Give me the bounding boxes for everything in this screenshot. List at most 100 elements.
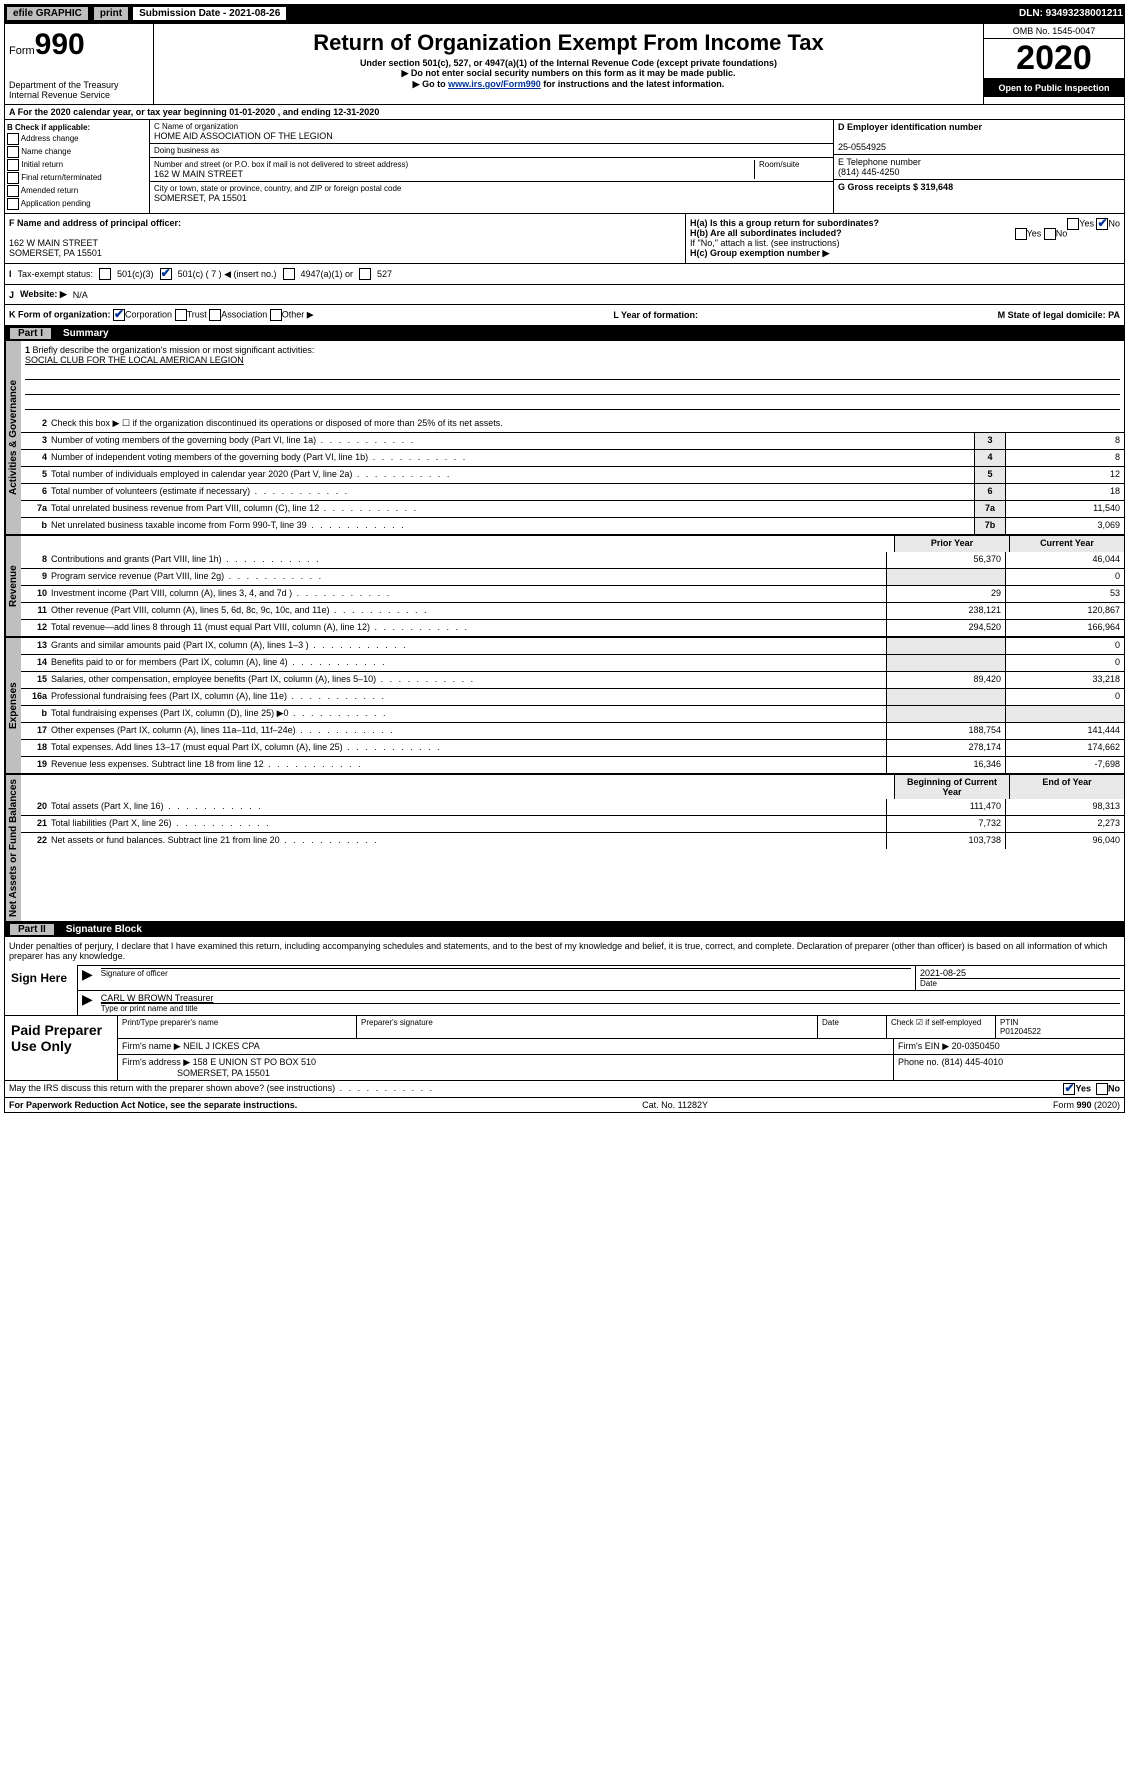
end-year-header: End of Year <box>1009 775 1124 799</box>
line-num: 19 <box>21 757 49 773</box>
exp-body: 13 Grants and similar amounts paid (Part… <box>21 638 1124 773</box>
dln: DLN: 93493238001211 <box>1019 8 1123 19</box>
checkbox-icon[interactable] <box>359 268 371 280</box>
checkbox-icon[interactable] <box>7 146 19 158</box>
line-desc: Net assets or fund balances. Subtract li… <box>49 833 886 849</box>
checkbox-icon[interactable] <box>1063 1083 1075 1095</box>
checkbox-icon[interactable] <box>7 172 19 184</box>
checkbox-icon[interactable] <box>99 268 111 280</box>
city-state-zip: SOMERSET, PA 15501 <box>154 193 829 203</box>
prior-val: 16,346 <box>886 757 1005 773</box>
form-header-left: Form990 Department of the Treasury Inter… <box>5 24 154 104</box>
gov-body: 1 Briefly describe the organization's mi… <box>21 341 1124 534</box>
line-desc: Revenue less expenses. Subtract line 18 … <box>49 757 886 773</box>
part1-label: Part I <box>10 328 51 339</box>
current-val: 141,444 <box>1005 723 1124 739</box>
irs-link[interactable]: www.irs.gov/Form990 <box>448 79 541 89</box>
officer-addr1: 162 W MAIN STREET <box>9 238 98 248</box>
line-desc: Program service revenue (Part VIII, line… <box>49 569 886 585</box>
prior-val: 29 <box>886 586 1005 602</box>
checkbox-icon[interactable] <box>7 185 19 197</box>
opt-assoc: Association <box>221 309 267 319</box>
current-val: 96,040 <box>1005 833 1124 849</box>
mission-block: 1 Briefly describe the organization's mi… <box>21 341 1124 416</box>
col-header-row: Prior Year Current Year <box>21 536 1124 552</box>
dba-row: Doing business as <box>150 144 833 158</box>
checkbox-icon[interactable] <box>1096 218 1108 230</box>
firm-ein: Firm's EIN ▶ 20-0350450 <box>894 1039 1124 1054</box>
checkbox-icon[interactable] <box>1067 218 1079 230</box>
checkbox-icon[interactable] <box>175 309 187 321</box>
line-num: 4 <box>21 450 49 466</box>
underline <box>25 382 1120 395</box>
checkbox-icon[interactable] <box>209 309 221 321</box>
checkbox-icon[interactable] <box>7 133 19 145</box>
ein-cell: D Employer identification number 25-0554… <box>834 120 1124 155</box>
checkbox-icon[interactable] <box>1044 228 1056 240</box>
l-section: L Year of formation: <box>613 310 698 320</box>
korg-row: K Form of organization: Corporation Trus… <box>4 305 1125 326</box>
current-val: 0 <box>1005 689 1124 705</box>
opt-527: 527 <box>377 269 392 279</box>
checkbox-icon[interactable] <box>7 198 19 210</box>
current-val: 33,218 <box>1005 672 1124 688</box>
sig-line-2: ▶ CARL W BROWN Treasurer Type or print n… <box>78 990 1124 1015</box>
checkbox-icon[interactable] <box>1096 1083 1108 1095</box>
prior-val: 294,520 <box>886 620 1005 636</box>
checkbox-icon[interactable] <box>283 268 295 280</box>
line-num: 12 <box>21 620 49 636</box>
hc-row: H(c) Group exemption number ▶ <box>690 248 1120 259</box>
dba-lbl: Doing business as <box>154 146 829 155</box>
blank <box>49 536 894 552</box>
footer-row: For Paperwork Reduction Act Notice, see … <box>4 1098 1125 1113</box>
website-value: N/A <box>73 290 88 300</box>
org-name: HOME AID ASSOCIATION OF THE LEGION <box>154 131 829 141</box>
checkbox-icon[interactable] <box>1015 228 1027 240</box>
prep-name-lbl: Print/Type preparer's name <box>118 1016 357 1038</box>
prior-val: 238,121 <box>886 603 1005 619</box>
line-box: 5 <box>974 467 1005 483</box>
side-na: Net Assets or Fund Balances <box>5 775 21 921</box>
prior-val <box>886 638 1005 654</box>
na-body: Beginning of Current Year End of Year 20… <box>21 775 1124 921</box>
efile-btn[interactable]: efile GRAPHIC <box>6 6 89 21</box>
submission-date: Submission Date - 2021-08-26 <box>133 7 286 20</box>
discuss-q: May the IRS discuss this return with the… <box>9 1083 434 1095</box>
checkbox-icon[interactable] <box>113 309 125 321</box>
mission-text: SOCIAL CLUB FOR THE LOCAL AMERICAN LEGIO… <box>25 355 244 365</box>
line-desc: Salaries, other compensation, employee b… <box>49 672 886 688</box>
prep-date-lbl: Date <box>818 1016 887 1038</box>
table-row: b Total fundraising expenses (Part IX, c… <box>21 705 1124 722</box>
preparer-label: Paid Preparer Use Only <box>5 1016 118 1080</box>
line-desc: Total assets (Part X, line 16) <box>49 799 886 815</box>
mission-num: 1 <box>25 345 30 355</box>
line-num: 15 <box>21 672 49 688</box>
tax-year: 2020 <box>984 39 1124 79</box>
discuss-ans: Yes No <box>1063 1083 1120 1095</box>
checkbox-icon[interactable] <box>7 159 19 171</box>
print-btn[interactable]: print <box>93 6 129 21</box>
cat-no: Cat. No. 11282Y <box>642 1100 708 1110</box>
table-row: 7a Total unrelated business revenue from… <box>21 500 1124 517</box>
sub3: ▶ Go to www.irs.gov/Form990 for instruct… <box>158 79 979 90</box>
sub1: Under section 501(c), 527, or 4947(a)(1)… <box>158 58 979 68</box>
opt-other: Other ▶ <box>282 309 314 319</box>
line-num: 16a <box>21 689 49 705</box>
table-row: 17 Other expenses (Part IX, column (A), … <box>21 722 1124 739</box>
status-lbl: Tax-exempt status: <box>18 269 94 279</box>
form-prefix: Form <box>9 45 35 57</box>
prep-sig-lbl: Preparer's signature <box>357 1016 818 1038</box>
preparer-block: Paid Preparer Use Only Print/Type prepar… <box>4 1016 1125 1081</box>
table-row: 15 Salaries, other compensation, employe… <box>21 671 1124 688</box>
current-val: 0 <box>1005 569 1124 585</box>
line-desc: Professional fundraising fees (Part IX, … <box>49 689 886 705</box>
part2-title: Signature Block <box>66 924 142 935</box>
line-desc: Total revenue—add lines 8 through 11 (mu… <box>49 620 886 636</box>
checkbox-icon[interactable] <box>160 268 172 280</box>
line-num: 11 <box>21 603 49 619</box>
sig-name: CARL W BROWN Treasurer Type or print nam… <box>97 991 1124 1015</box>
table-row: 21 Total liabilities (Part X, line 26) 7… <box>21 815 1124 832</box>
officer-lbl: F Name and address of principal officer: <box>9 218 181 228</box>
arrow-icon: ▶ <box>78 991 97 1015</box>
checkbox-icon[interactable] <box>270 309 282 321</box>
